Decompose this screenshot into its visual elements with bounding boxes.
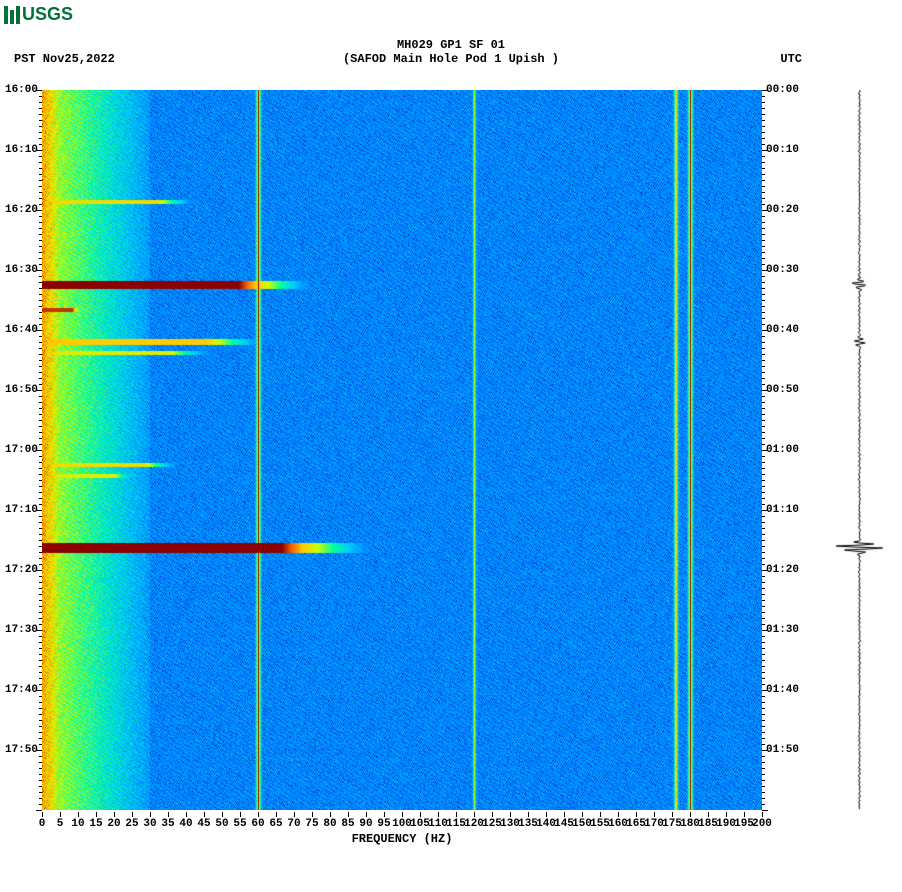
x-axis-label: FREQUENCY (HZ): [42, 832, 762, 846]
x-tick: 155: [590, 818, 610, 830]
x-tick: 90: [359, 818, 372, 830]
x-tick: 190: [716, 818, 736, 830]
x-tick: 55: [233, 818, 246, 830]
spectrogram-plot: [42, 90, 762, 810]
y-tick-right: 01:30: [766, 625, 799, 636]
x-tick: 180: [680, 818, 700, 830]
x-tick: 45: [197, 818, 210, 830]
x-tick: 15: [89, 818, 102, 830]
seismogram-trace: [830, 90, 890, 810]
y-tick-left: 17:50: [0, 745, 38, 756]
x-tick: 10: [71, 818, 84, 830]
y-tick-left: 16:40: [0, 325, 38, 336]
x-tick: 65: [269, 818, 282, 830]
x-tick: 170: [644, 818, 664, 830]
trace-canvas: [830, 90, 890, 810]
y-tick-left: 16:00: [0, 85, 38, 96]
y-tick-right: 00:00: [766, 85, 799, 96]
usgs-logo: USGS: [4, 4, 73, 25]
x-tick: 25: [125, 818, 138, 830]
spectrogram-canvas: [42, 90, 762, 810]
logo-text: USGS: [22, 4, 73, 25]
y-tick-left: 17:20: [0, 565, 38, 576]
x-tick: 145: [554, 818, 574, 830]
date-label-left: PST Nov25,2022: [14, 52, 115, 66]
chart-title-1: MH029 GP1 SF 01: [0, 38, 902, 52]
x-tick: 50: [215, 818, 228, 830]
chart-header: MH029 GP1 SF 01 (SAFOD Main Hole Pod 1 U…: [0, 38, 902, 66]
x-tick: 85: [341, 818, 354, 830]
x-tick: 95: [377, 818, 390, 830]
x-tick: 5: [57, 818, 64, 830]
x-tick: 20: [107, 818, 120, 830]
y-tick-left: 16:10: [0, 145, 38, 156]
y-tick-right: 01:40: [766, 685, 799, 696]
y-tick-left: 16:50: [0, 385, 38, 396]
x-tick: 110: [428, 818, 448, 830]
x-tick: 75: [305, 818, 318, 830]
x-tick: 125: [482, 818, 502, 830]
x-tick: 200: [752, 818, 772, 830]
y-tick-left: 17:00: [0, 445, 38, 456]
x-tick: 130: [500, 818, 520, 830]
x-tick: 120: [464, 818, 484, 830]
x-tick: 195: [734, 818, 754, 830]
y-tick-right: 01:20: [766, 565, 799, 576]
y-tick-right: 00:10: [766, 145, 799, 156]
y-tick-right: 01:50: [766, 745, 799, 756]
x-tick: 80: [323, 818, 336, 830]
x-tick: 165: [626, 818, 646, 830]
logo-wave-icon: [4, 6, 20, 24]
y-tick-marks-left: [36, 90, 42, 810]
x-tick: 30: [143, 818, 156, 830]
x-tick: 35: [161, 818, 174, 830]
x-tick: 105: [410, 818, 430, 830]
y-tick-marks-right: [762, 90, 768, 810]
y-tick-left: 16:30: [0, 265, 38, 276]
x-tick: 150: [572, 818, 592, 830]
y-axis-right: 00:0000:1000:2000:3000:4000:5001:0001:10…: [762, 90, 822, 810]
x-tick: 160: [608, 818, 628, 830]
y-tick-left: 17:10: [0, 505, 38, 516]
x-tick: 140: [536, 818, 556, 830]
y-tick-left: 16:20: [0, 205, 38, 216]
x-tick: 40: [179, 818, 192, 830]
x-tick: 0: [39, 818, 46, 830]
utc-label-right: UTC: [780, 52, 802, 66]
y-tick-right: 00:50: [766, 385, 799, 396]
y-tick-left: 17:30: [0, 625, 38, 636]
x-tick: 100: [392, 818, 412, 830]
y-tick-right: 00:20: [766, 205, 799, 216]
y-tick-right: 01:10: [766, 505, 799, 516]
x-tick: 135: [518, 818, 538, 830]
y-tick-right: 00:30: [766, 265, 799, 276]
x-tick: 175: [662, 818, 682, 830]
y-tick-right: 00:40: [766, 325, 799, 336]
y-tick-right: 01:00: [766, 445, 799, 456]
y-tick-left: 17:40: [0, 685, 38, 696]
chart-title-2: (SAFOD Main Hole Pod 1 Upish ): [0, 52, 902, 66]
x-tick: 115: [446, 818, 466, 830]
x-tick: 60: [251, 818, 264, 830]
x-tick: 185: [698, 818, 718, 830]
x-tick: 70: [287, 818, 300, 830]
